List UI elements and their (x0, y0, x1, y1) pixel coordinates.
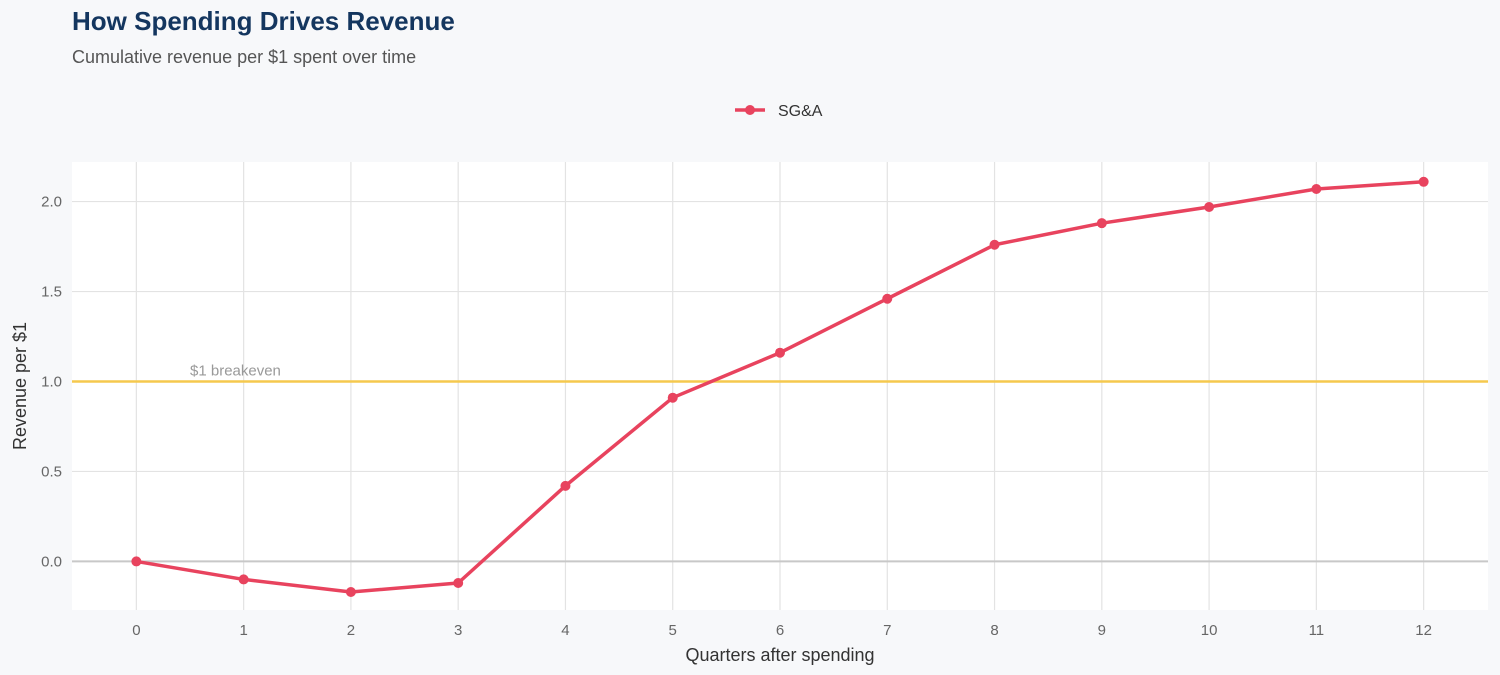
data-point (882, 293, 893, 304)
data-point (667, 392, 678, 403)
y-axis-label: Revenue per $1 (10, 322, 30, 450)
y-tick-label: 2.0 (41, 194, 62, 211)
x-tick-label: 0 (132, 622, 140, 639)
y-tick-label: 1.5 (41, 284, 62, 301)
data-point (1311, 183, 1322, 194)
data-point (1096, 218, 1107, 229)
x-tick-label: 3 (454, 622, 462, 639)
data-point (238, 574, 249, 585)
x-tick-label: 6 (776, 622, 784, 639)
chart-subtitle: Cumulative revenue per $1 spent over tim… (72, 47, 417, 67)
y-tick-label: 0.0 (41, 553, 62, 570)
data-point (131, 556, 142, 567)
y-tick-label: 1.0 (41, 374, 62, 391)
y-tick-label: 0.5 (41, 463, 62, 480)
x-tick-label: 11 (1309, 622, 1325, 639)
x-tick-label: 10 (1201, 622, 1218, 639)
legend-label-sgna: SG&A (778, 103, 823, 120)
chart-title: How Spending Drives Revenue (72, 6, 455, 36)
data-point (989, 239, 1000, 250)
x-tick-label: 9 (1098, 622, 1106, 639)
data-point (1418, 176, 1429, 187)
x-tick-label: 4 (561, 622, 569, 639)
data-point (1204, 201, 1215, 212)
data-point (345, 587, 356, 598)
legend-marker-sgna (745, 105, 755, 115)
x-axis-label: Quarters after spending (685, 645, 874, 665)
x-tick-label: 12 (1415, 622, 1432, 639)
data-point (560, 480, 571, 491)
breakeven-label: $1 breakeven (190, 363, 281, 380)
legend: SG&A (735, 103, 823, 120)
x-tick-label: 8 (990, 622, 998, 639)
data-point (775, 347, 785, 358)
x-tick-label: 5 (669, 622, 677, 639)
x-tick-label: 1 (239, 622, 247, 639)
data-point (453, 578, 464, 589)
x-tick-label: 2 (347, 622, 355, 639)
x-tick-label: 7 (883, 622, 891, 639)
